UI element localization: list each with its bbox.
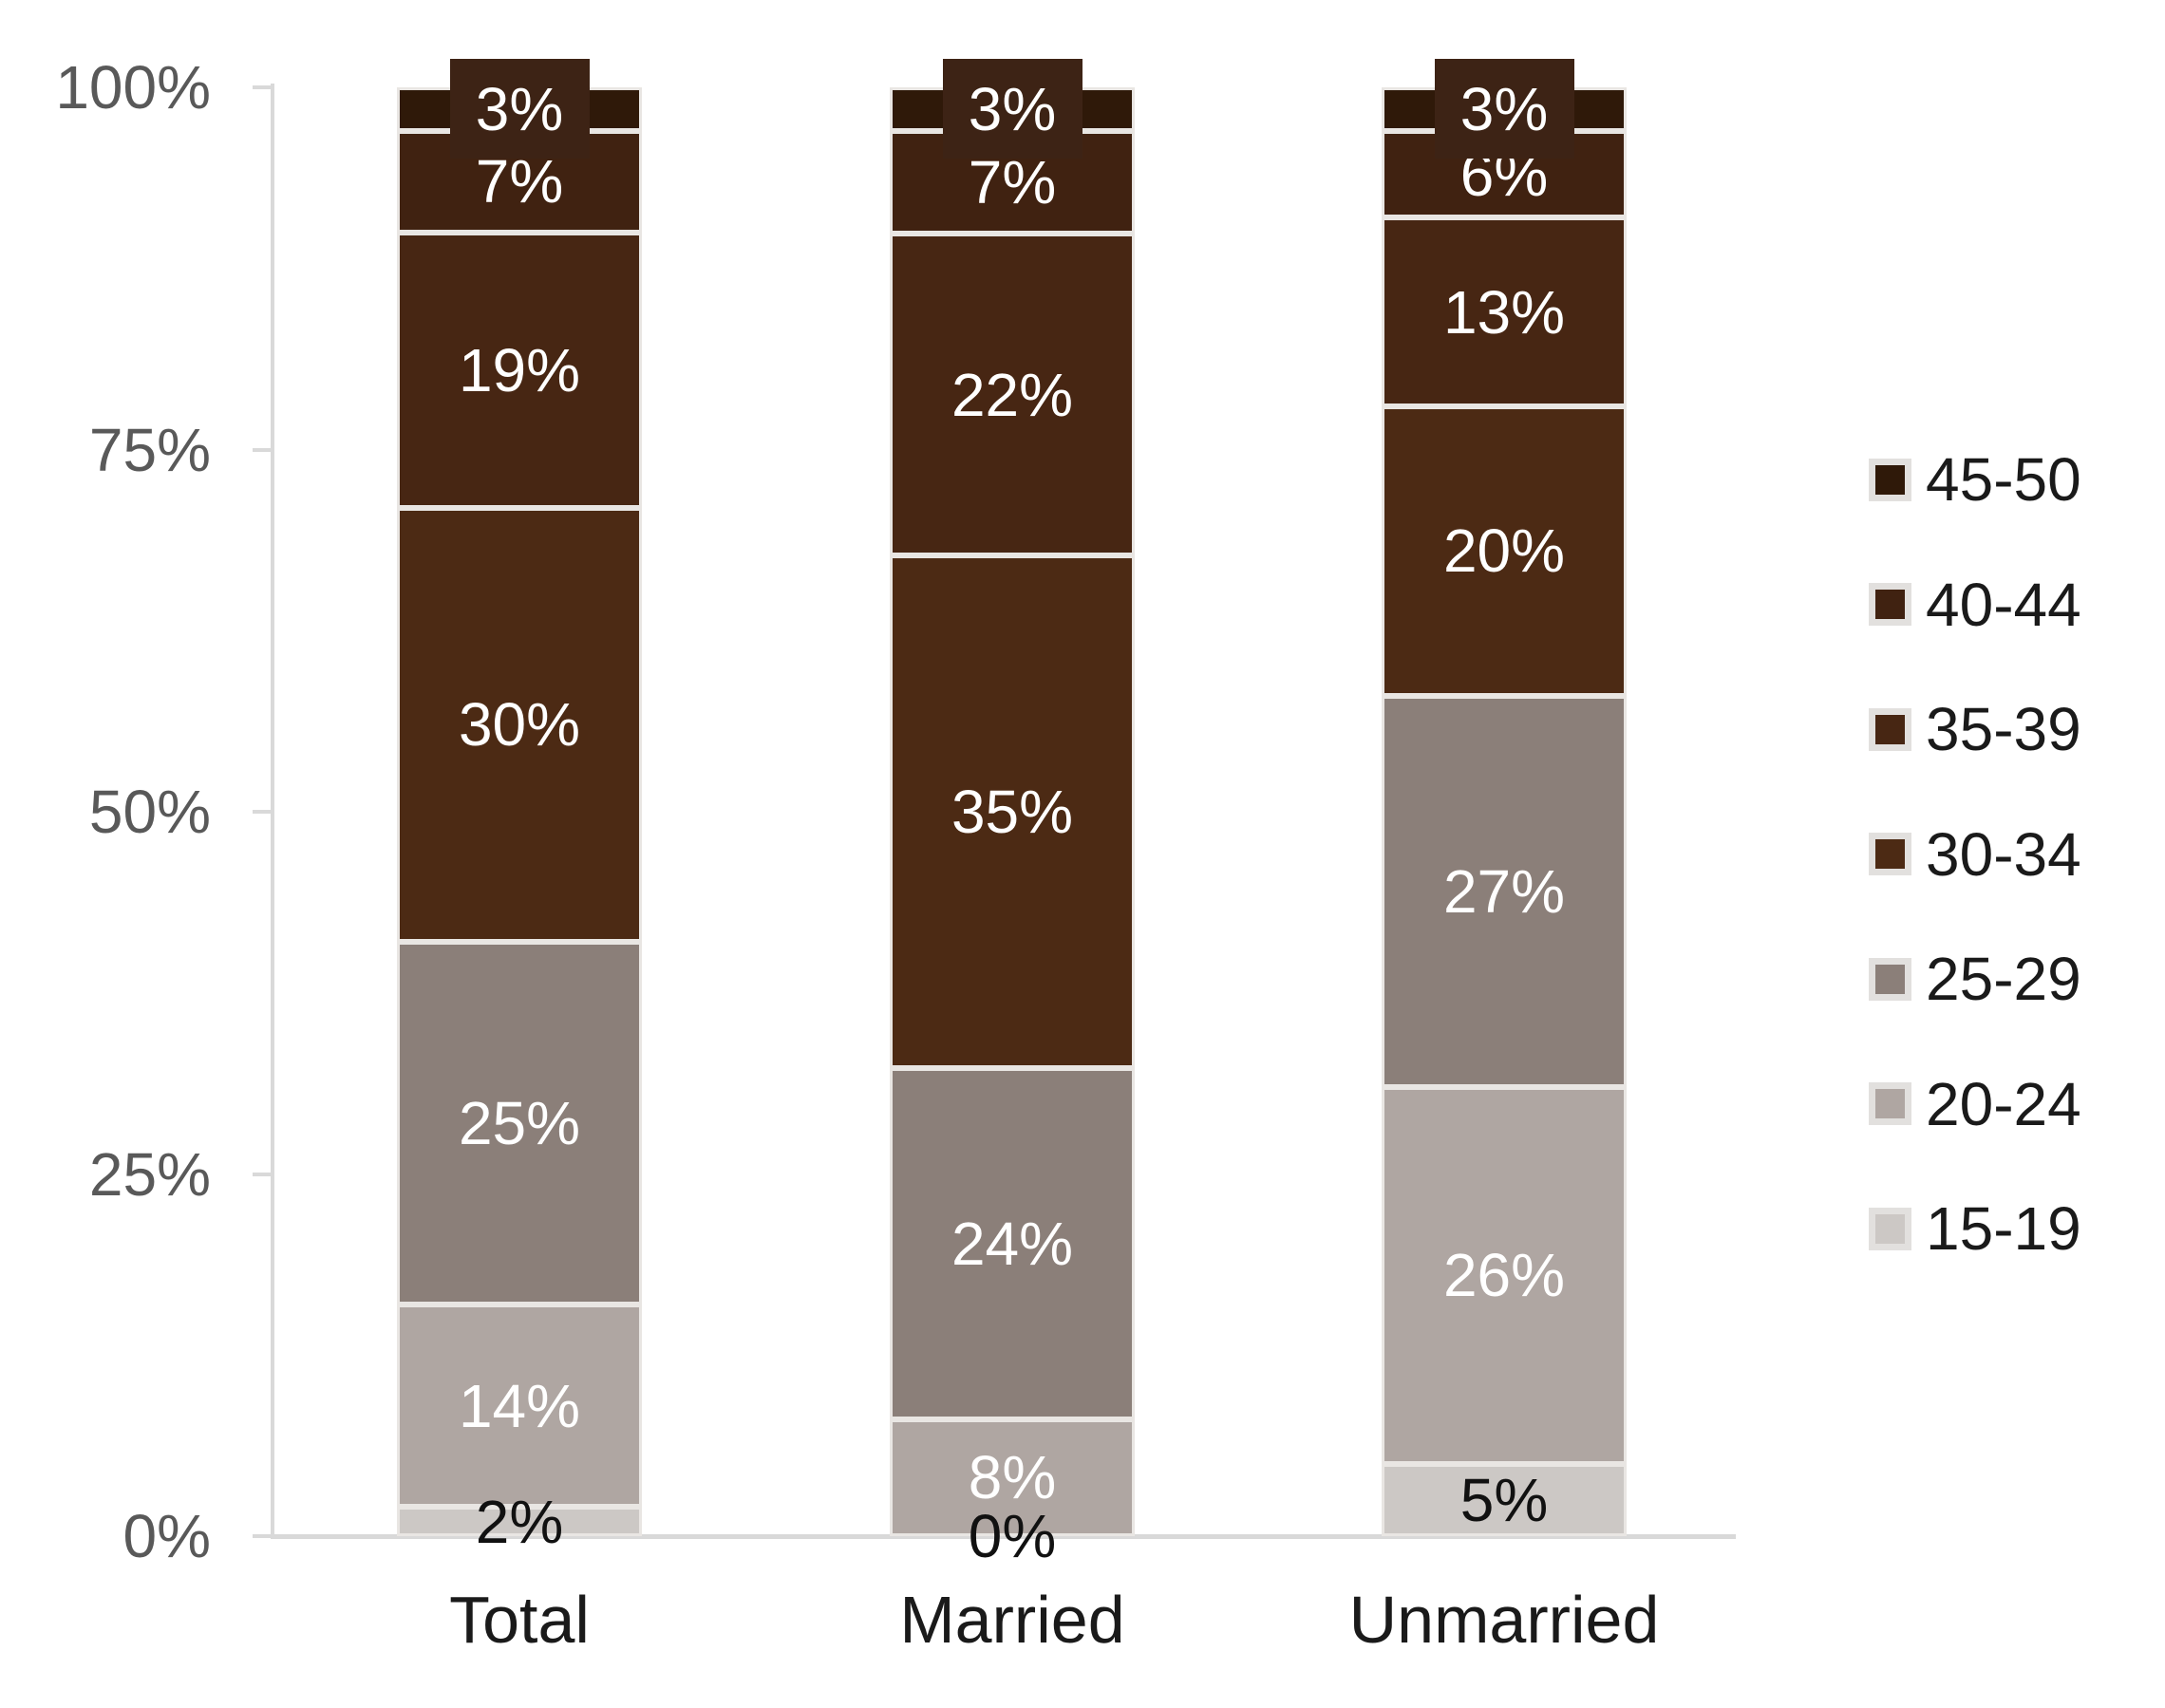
data-label-25-29: 24% <box>951 1209 1074 1278</box>
legend-swatch-25-29 <box>1869 957 1911 1001</box>
legend-item-15-19: 15-19 <box>1869 1194 2154 1263</box>
data-label-15-19: 2% <box>475 1487 564 1556</box>
category-label-unmarried: Unmarried <box>1348 1583 1660 1657</box>
bar-segment-20-24 <box>397 1304 642 1508</box>
data-label-30-34: 30% <box>458 690 581 760</box>
y-tick-mark <box>253 810 274 814</box>
data-label-callout-45-50: 3% <box>942 59 1082 159</box>
y-tick-label: 75% <box>88 415 211 484</box>
bar-segment-30-34 <box>890 555 1135 1068</box>
data-label-15-19: 5% <box>1459 1465 1549 1534</box>
bar-segment-25-29 <box>397 942 642 1304</box>
category-label-married: Married <box>899 1583 1125 1657</box>
data-label-40-44: 7% <box>968 148 1057 217</box>
y-tick-mark <box>253 1172 274 1176</box>
data-label-20-24: 26% <box>1442 1241 1566 1310</box>
data-label-30-34: 20% <box>1442 516 1566 586</box>
data-label-25-29: 25% <box>458 1089 581 1158</box>
data-label-30-34: 35% <box>951 778 1074 846</box>
legend-swatch-45-50 <box>1869 458 1911 501</box>
bar-segment-35-39 <box>397 232 642 508</box>
legend-item-30-34: 30-34 <box>1869 820 2154 889</box>
data-label-35-39: 19% <box>458 335 581 404</box>
y-tick-label: 100% <box>55 53 211 122</box>
category-label-total: Total <box>449 1583 590 1657</box>
x-baseline <box>271 1534 1736 1539</box>
legend-label-45-50: 45-50 <box>1926 445 2081 514</box>
legend-swatch-30-34 <box>1869 833 1911 875</box>
bar-segment-15-19 <box>1382 1463 1627 1536</box>
bar-segment-35-39 <box>890 234 1135 556</box>
legend-swatch-40-44 <box>1869 583 1911 626</box>
bar-segment-20-24 <box>1382 1086 1627 1464</box>
legend-swatch-20-24 <box>1869 1082 1911 1125</box>
y-tick-mark <box>253 1534 274 1538</box>
bar-segment-20-24 <box>890 1418 1135 1536</box>
bar-segment-25-29 <box>890 1067 1135 1419</box>
legend-item-45-50: 45-50 <box>1869 445 2154 514</box>
legend-item-35-39: 35-39 <box>1869 695 2154 763</box>
data-label-35-39: 13% <box>1442 277 1566 347</box>
data-label-35-39: 22% <box>951 360 1074 429</box>
legend-label-20-24: 20-24 <box>1926 1069 2081 1138</box>
bar-segment-15-19 <box>397 1507 642 1536</box>
legend-swatch-35-39 <box>1869 707 1911 751</box>
y-tick-label: 50% <box>88 778 211 846</box>
data-label-20-24: 14% <box>458 1371 581 1440</box>
data-label-callout-45-50: 3% <box>1434 59 1574 159</box>
data-label-20-24: 8% <box>968 1443 1057 1512</box>
y-tick-mark <box>253 85 274 89</box>
legend-label-35-39: 35-39 <box>1926 695 2081 763</box>
data-label-25-29: 27% <box>1442 856 1566 926</box>
data-label-40-44: 7% <box>475 147 564 216</box>
legend-swatch-15-19 <box>1869 1207 1911 1250</box>
bar-segment-30-34 <box>1382 405 1627 696</box>
data-label-callout-45-50: 3% <box>449 59 590 159</box>
data-label-15-19: 0% <box>968 1502 1057 1570</box>
legend-item-20-24: 20-24 <box>1869 1070 2154 1138</box>
bar-segment-25-29 <box>1382 695 1627 1087</box>
legend-item-25-29: 25-29 <box>1869 945 2154 1013</box>
legend-item-40-44: 40-44 <box>1869 571 2154 639</box>
bar-segment-30-34 <box>397 507 642 943</box>
legend-label-40-44: 40-44 <box>1926 570 2081 639</box>
legend-label-30-34: 30-34 <box>1926 819 2081 889</box>
legend-label-25-29: 25-29 <box>1926 945 2081 1013</box>
legend-label-15-19: 15-19 <box>1926 1194 2081 1263</box>
y-tick-label: 0% <box>122 1502 212 1570</box>
bar-segment-35-39 <box>1382 217 1627 406</box>
y-tick-label: 25% <box>88 1139 211 1209</box>
y-tick-mark <box>253 447 274 452</box>
